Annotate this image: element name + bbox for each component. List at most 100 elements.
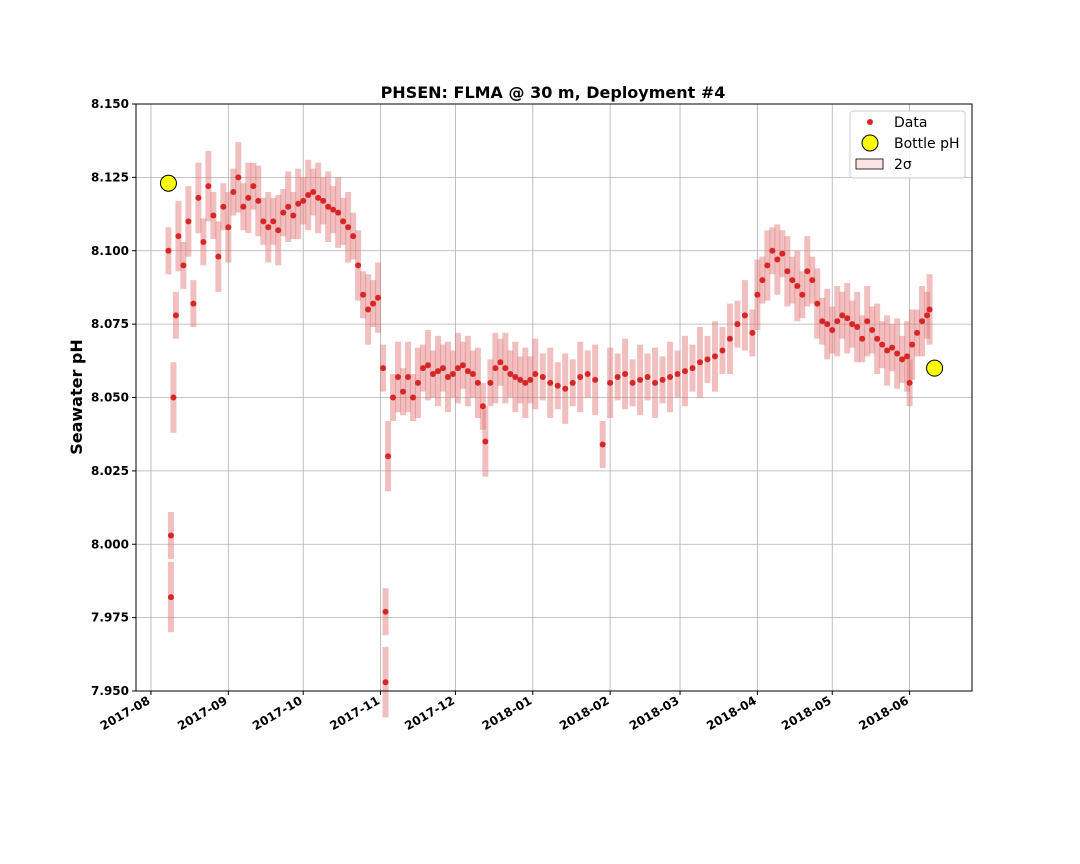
data-point [434, 368, 441, 375]
data-point [240, 203, 247, 210]
data-point [607, 379, 614, 386]
data-point [497, 359, 504, 366]
data-point [864, 318, 871, 325]
data-point [859, 335, 866, 342]
data-point [275, 227, 282, 234]
data-point [230, 189, 237, 196]
data-point [295, 200, 302, 207]
data-point [424, 362, 431, 369]
data-point [449, 371, 456, 378]
data-series [165, 174, 933, 686]
y-tick-label: 7.950 [91, 684, 129, 698]
data-point [492, 365, 499, 372]
data-point [637, 376, 644, 383]
data-point [517, 376, 524, 383]
data-point [794, 282, 801, 289]
data-point [235, 174, 242, 181]
data-point [175, 233, 182, 240]
data-point [180, 262, 187, 269]
data-point [819, 318, 826, 325]
data-point [195, 194, 202, 201]
data-point [382, 679, 389, 686]
data-point [854, 324, 861, 331]
data-point [310, 189, 317, 196]
data-point [335, 209, 342, 216]
data-point [290, 212, 297, 219]
data-point [682, 368, 689, 375]
data-point [899, 356, 906, 363]
data-point [759, 277, 766, 284]
data-point [250, 183, 257, 190]
data-point [924, 312, 931, 319]
data-point [554, 382, 561, 389]
legend-sigma-label: 2σ [894, 157, 912, 173]
y-tick-label: 8.150 [91, 97, 129, 111]
data-point [479, 403, 486, 410]
data-point [320, 197, 327, 204]
data-point [919, 318, 926, 325]
legend-bottle-marker [861, 134, 879, 152]
data-point [165, 247, 172, 254]
legend-bottle-label: Bottle pH [894, 136, 960, 152]
data-point [350, 233, 357, 240]
data-point [719, 347, 726, 354]
data-point [220, 203, 227, 210]
data-point [285, 203, 292, 210]
data-point [547, 379, 554, 386]
data-point [894, 350, 901, 357]
y-axis-label: Seawater pH [67, 339, 86, 455]
data-point [622, 371, 629, 378]
y-tick-label: 7.975 [91, 611, 129, 625]
data-point [439, 365, 446, 372]
data-point [889, 344, 896, 351]
data-point [906, 379, 913, 386]
data-point [280, 209, 287, 216]
data-point [749, 329, 756, 336]
data-point [764, 262, 771, 269]
data-point [914, 329, 921, 336]
data-point [507, 371, 514, 378]
data-point [814, 300, 821, 307]
data-point [789, 277, 796, 284]
data-point [370, 300, 377, 307]
data-point [577, 373, 584, 380]
data-point [711, 353, 718, 360]
data-point [799, 291, 806, 298]
data-point [482, 438, 489, 445]
legend-data-label: Data [894, 115, 927, 131]
data-point [375, 294, 382, 301]
data-point [734, 321, 741, 328]
data-point [592, 376, 599, 383]
data-point [809, 277, 816, 284]
data-point [522, 379, 529, 386]
data-point [225, 224, 232, 231]
data-point [265, 224, 272, 231]
data-point [884, 347, 891, 354]
data-point [784, 268, 791, 275]
data-point [270, 218, 277, 225]
data-point [419, 365, 426, 372]
data-point [667, 373, 674, 380]
chart-title: PHSEN: FLMA @ 30 m, Deployment #4 [381, 83, 726, 102]
data-point [599, 441, 606, 448]
data-point [390, 394, 397, 401]
data-point [245, 194, 252, 201]
data-point [487, 379, 494, 386]
bottle-ph-point [926, 359, 944, 377]
y-tick-label: 8.075 [91, 317, 129, 331]
data-point [704, 356, 711, 363]
legend: Data Bottle pH 2σ [849, 110, 966, 179]
data-point [305, 191, 312, 198]
data-point [190, 300, 197, 307]
data-point [512, 373, 519, 380]
data-point [395, 373, 402, 380]
data-point [172, 312, 179, 319]
y-axis-ticks: 7.950 7.975 8.000 8.025 8.050 8.075 8.100 8.125… [91, 97, 136, 698]
y-tick-label: 8.000 [91, 537, 129, 551]
data-point [360, 291, 367, 298]
data-point [167, 532, 174, 539]
data-point [909, 341, 916, 348]
data-point [380, 365, 387, 372]
data-point [315, 194, 322, 201]
data-point [205, 183, 212, 190]
